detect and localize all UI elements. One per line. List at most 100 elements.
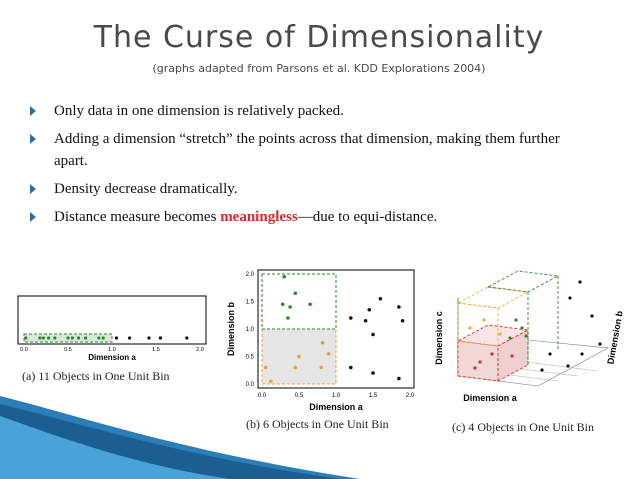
y-tick-label: 1.5: [246, 300, 255, 306]
plot-frame: [257, 269, 415, 389]
data-point: [367, 307, 372, 312]
x-ticks: 0.0 0.5 1.0 1.5 2.0: [20, 347, 204, 353]
figure-b-chart: 0.0 0.5 1.0 1.5 2.0 0.0 0.5 1.0 1.5 2.0 Dimensio…: [226, 269, 415, 412]
data-point: [308, 302, 312, 307]
bullet-arrow-icon: [30, 106, 36, 116]
data-point: [280, 302, 285, 307]
data-point: [540, 368, 544, 372]
x-axis-label: Dimension a: [463, 393, 518, 403]
data-point: [520, 326, 524, 330]
data-point: [70, 336, 74, 340]
bullet-arrow-icon: [30, 212, 36, 222]
data-point: [53, 336, 57, 340]
data-point: [297, 354, 301, 359]
x-axis-label: Dimension a: [309, 402, 364, 412]
data-point: [578, 280, 582, 284]
data-point: [158, 336, 162, 340]
x-tick-label: 1.0: [332, 393, 341, 399]
x-tick-label: 0.5: [295, 393, 304, 399]
bullet-text: Density decrease dramatically.: [54, 181, 238, 197]
upper-bin: [261, 273, 337, 330]
figure-b-caption: (b) 6 Objects in One Unit Bin: [246, 417, 389, 431]
y-tick-label: 0.0: [246, 382, 255, 388]
unit-cube-front: [457, 340, 499, 382]
data-point: [293, 365, 298, 370]
data-point: [598, 342, 602, 346]
data-point: [371, 371, 375, 375]
points-group: [24, 336, 189, 340]
data-point: [568, 296, 572, 300]
bullet-text-pre: Distance measure becomes: [54, 209, 221, 225]
data-point: [490, 352, 494, 356]
data-point: [263, 365, 268, 370]
y-axis-label: Dimension b: [605, 310, 624, 365]
y-tick-label: 1.0: [246, 327, 255, 333]
data-point: [510, 354, 514, 358]
decorative-swoosh: [0, 396, 360, 479]
data-point: [478, 360, 482, 364]
data-point: [286, 316, 290, 320]
data-point: [128, 336, 132, 340]
x-tick-label: 0.5: [64, 347, 72, 353]
data-point: [185, 336, 189, 340]
data-point: [548, 352, 552, 356]
data-point: [378, 296, 383, 301]
yellow-cube-top: [456, 286, 530, 309]
data-point: [473, 366, 477, 370]
x-tick-label: 1.5: [152, 347, 160, 353]
data-point: [580, 352, 584, 356]
y-axis-label: Dimension b: [226, 302, 236, 357]
x-tick-label: 2.0: [196, 347, 204, 353]
x-tick-label: 0.0: [20, 347, 28, 353]
figure-c-chart: Dimension a Dimension b Dimension c: [434, 270, 625, 403]
x-axis-label: Dimension a: [88, 353, 136, 362]
points-group: [263, 274, 405, 384]
data-point: [269, 379, 273, 384]
data-point: [84, 336, 88, 340]
yellow-cube: [457, 302, 499, 347]
data-point: [371, 332, 375, 337]
bullet-list: Only data in one dimension is relatively…: [30, 100, 590, 234]
data-point: [363, 318, 368, 323]
points-group: [468, 280, 602, 372]
data-point: [38, 336, 42, 340]
data-point: [468, 326, 472, 330]
floor-grid-line: [517, 360, 599, 372]
data-point: [397, 376, 401, 381]
data-point: [101, 336, 105, 340]
data-point: [482, 318, 486, 322]
data-point: [566, 364, 570, 368]
bullet-text: Adding a dimension “stretch” the points …: [54, 131, 560, 169]
data-point: [293, 291, 298, 296]
bullet-text: Only data in one dimension is relatively…: [54, 103, 344, 119]
z-axis-label: Dimension c: [434, 311, 444, 365]
data-point: [349, 365, 353, 370]
data-point: [147, 336, 151, 340]
data-point: [508, 336, 512, 340]
data-point: [590, 314, 594, 318]
data-point: [400, 318, 405, 323]
figure-c-caption: (c) 4 Objects in One Unit Bin: [452, 420, 594, 434]
bullet-item: Density decrease dramatically.: [30, 178, 590, 200]
data-point: [514, 318, 518, 322]
bullet-arrow-icon: [30, 184, 36, 194]
data-point: [397, 305, 401, 309]
data-point: [114, 336, 118, 340]
data-point: [66, 336, 70, 340]
data-point: [326, 351, 331, 356]
x-tick-label: 2.0: [406, 393, 415, 399]
bullet-item: Only data in one dimension is relatively…: [30, 100, 590, 122]
data-point: [498, 332, 502, 336]
bullet-item: Adding a dimension “stretch” the points …: [30, 128, 590, 172]
bullet-emphasis: meaningless: [220, 209, 298, 225]
y-ticks: 0.0 0.5 1.0 1.5 2.0: [246, 272, 255, 388]
slide-subtitle: (graphs adapted from Parsons et al. KDD …: [152, 62, 486, 75]
data-point: [24, 336, 28, 340]
data-point: [76, 336, 81, 340]
data-point: [41, 336, 45, 340]
data-point: [320, 340, 325, 345]
plot-frame: [17, 295, 207, 345]
x-tick-label: 1.0: [108, 347, 116, 353]
x-ticks: 0.0 0.5 1.0 1.5 2.0: [258, 393, 415, 399]
data-point: [524, 334, 528, 338]
